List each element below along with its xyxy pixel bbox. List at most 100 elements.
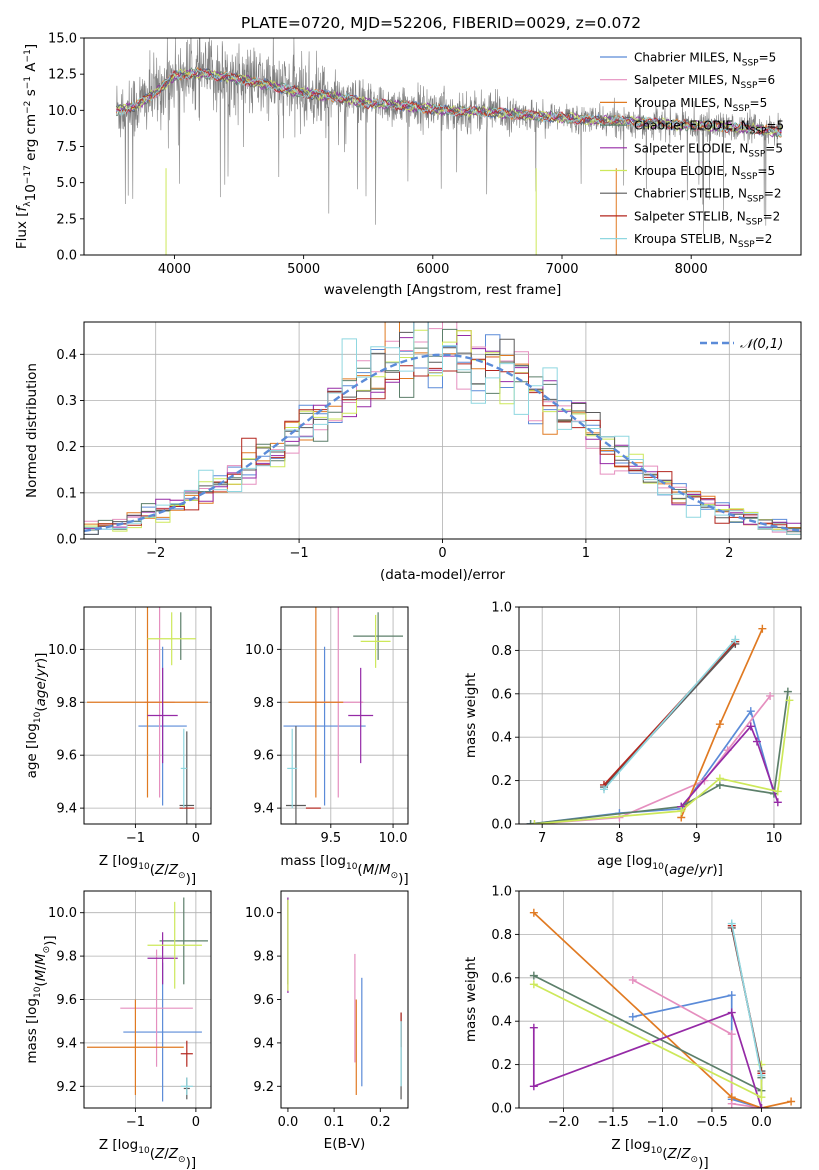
- x-tick-label: 8000: [675, 262, 708, 277]
- y-tick-label: 9.4: [253, 1036, 274, 1051]
- x-tick-label: 0.0: [751, 1115, 772, 1130]
- axes-frame: [83, 37, 802, 256]
- x-tick-label: 0.2: [370, 1115, 391, 1130]
- y-tick-label: 1.0: [491, 601, 512, 616]
- x-tick-label: 10: [766, 831, 783, 846]
- plot-area: [287, 897, 402, 1100]
- axes-frame: [83, 321, 802, 540]
- mass-weight-line-1: [534, 695, 771, 824]
- y-tick-label: 9.4: [253, 802, 274, 817]
- y-tick-label: 9.8: [253, 696, 274, 711]
- y-axis-label: Normed distribution: [24, 363, 40, 498]
- mass-weight-marker: [731, 635, 740, 644]
- legend-label: 𝒩(0,1): [740, 337, 783, 352]
- legend-label: Kroupa ELODIE, NSSP=5: [634, 164, 775, 182]
- y-tick-label: 0.4: [56, 348, 77, 363]
- mass-weight-line-4: [532, 1011, 763, 1108]
- mass-weight-line-4: [680, 724, 779, 808]
- y-tick-label: 7.5: [56, 140, 77, 155]
- y-tick-label: 9.8: [56, 696, 77, 711]
- legend: 𝒩(0,1): [700, 337, 783, 352]
- x-tick-label: 2: [725, 546, 733, 561]
- x-tick-label: 7: [538, 831, 546, 846]
- legend: Chabrier MILES, NSSP=5 Salpeter MILES, NS…: [600, 51, 784, 250]
- x-tick-label: −2.0: [548, 1115, 580, 1130]
- mass-weight-marker: [727, 991, 736, 1000]
- plot-area: [115, 38, 783, 255]
- x-tick-label: 8: [615, 831, 623, 846]
- y-tick-label: 9.6: [253, 993, 274, 1008]
- model-spectrum-6: [115, 68, 782, 136]
- model-spectrum-5: [115, 68, 783, 136]
- mass-weight-marker: [746, 722, 755, 731]
- mass-weight-line-8: [730, 923, 763, 1076]
- normal-reference-curve: [84, 353, 801, 533]
- y-tick-label: 10.0: [48, 643, 77, 658]
- y-axis-label: mass weight: [463, 673, 479, 758]
- residual-histogram-8: [84, 322, 801, 535]
- mass-weight-marker: [758, 624, 767, 633]
- legend-label: Chabrier MILES, NSSP=5: [634, 51, 776, 69]
- y-tick-label: 0.8: [491, 928, 512, 943]
- y-axis-label: mass weight: [463, 957, 479, 1042]
- axes-frame: [280, 606, 409, 825]
- y-tick-label: 0.4: [491, 731, 512, 746]
- mass-weight-marker: [530, 820, 539, 824]
- x-axis-label: Z [log10(Z/Z⊙)]: [99, 1137, 196, 1170]
- mass-weight-marker: [529, 908, 538, 917]
- x-tick-label: 9: [693, 831, 701, 846]
- axes-frame: [83, 890, 212, 1109]
- y-tick-label: 0.2: [491, 774, 512, 789]
- plot-area: [87, 897, 208, 1102]
- mass-weight-marker: [757, 1071, 766, 1080]
- x-tick-label: 1: [582, 546, 590, 561]
- age-vs-metallicity-plot: −1 0 9.4 9.6 9.8 10.0 Z [log10(Z/Z⊙)] age [log1…: [24, 606, 212, 887]
- x-tick-label: 0: [438, 546, 446, 561]
- mass-weight-marker: [773, 798, 782, 807]
- y-tick-label: 0.6: [491, 687, 512, 702]
- axes-frame: [83, 606, 212, 825]
- y-tick-label: 0.3: [56, 394, 77, 409]
- x-tick-label: −1.5: [597, 1115, 629, 1130]
- y-tick-label: 9.2: [253, 1080, 274, 1095]
- x-tick-label: −1.0: [647, 1115, 679, 1130]
- y-tick-label: 9.6: [56, 749, 77, 764]
- y-tick-label: 2.5: [56, 212, 77, 227]
- y-tick-label: 9.6: [56, 993, 77, 1008]
- mass-weight-marker: [787, 1097, 796, 1106]
- mass-weight-vs-age-plot: 7 8 9 10 0.0 0.2 0.4 0.6 0.8 1.0 mass weight age [l…: [463, 601, 802, 878]
- mass-weight-marker: [628, 975, 637, 984]
- x-tick-label: −1: [126, 831, 145, 846]
- mass-weight-marker: [727, 1093, 736, 1102]
- x-axis-label: (data-model)/error: [380, 567, 506, 583]
- x-tick-label: 0: [192, 831, 200, 846]
- residual-histogram-1: [84, 322, 801, 533]
- x-tick-label: −2: [146, 546, 165, 561]
- plot-area: [526, 624, 794, 824]
- mass-vs-metallicity-plot: −1 0 9.2 9.4 9.6 9.8 10.0 Z [log10(Z/Z⊙)] mass […: [24, 890, 212, 1170]
- x-tick-label: 10.0: [379, 831, 408, 846]
- y-tick-label: 0.8: [491, 644, 512, 659]
- x-axis-label: mass [log10(M/M⊙)]: [280, 853, 408, 887]
- y-tick-label: 9.4: [56, 802, 77, 817]
- legend-label: Kroupa MILES, NSSP=5: [634, 96, 767, 114]
- plot-area: [87, 607, 208, 824]
- y-tick-label: 9.8: [56, 950, 77, 965]
- x-tick-label: −1: [290, 546, 309, 561]
- y-tick-label: 0.0: [56, 533, 77, 548]
- mass-weight-marker: [752, 737, 761, 746]
- mass-weight-marker: [677, 806, 686, 815]
- figure-title: PLATE=0720, MJD=52206, FIBERID=0029, z=0…: [241, 14, 641, 32]
- mass-weight-marker: [628, 1012, 637, 1021]
- y-tick-label: 15.0: [48, 32, 77, 47]
- mass-weight-line-0: [530, 709, 775, 824]
- y-tick-label: 12.5: [48, 68, 77, 83]
- x-axis-label: E(B-V): [324, 1136, 366, 1152]
- legend-label: Chabrier STELIB, NSSP=2: [634, 187, 782, 205]
- x-tick-label: 0.0: [278, 1115, 299, 1130]
- y-axis-label: age [log10(age/yr)]: [24, 653, 49, 779]
- mass-weight-marker: [526, 820, 535, 824]
- y-tick-label: 1.0: [491, 885, 512, 900]
- y-tick-label: 0.0: [56, 249, 77, 264]
- mass-weight-line-1: [632, 979, 762, 1108]
